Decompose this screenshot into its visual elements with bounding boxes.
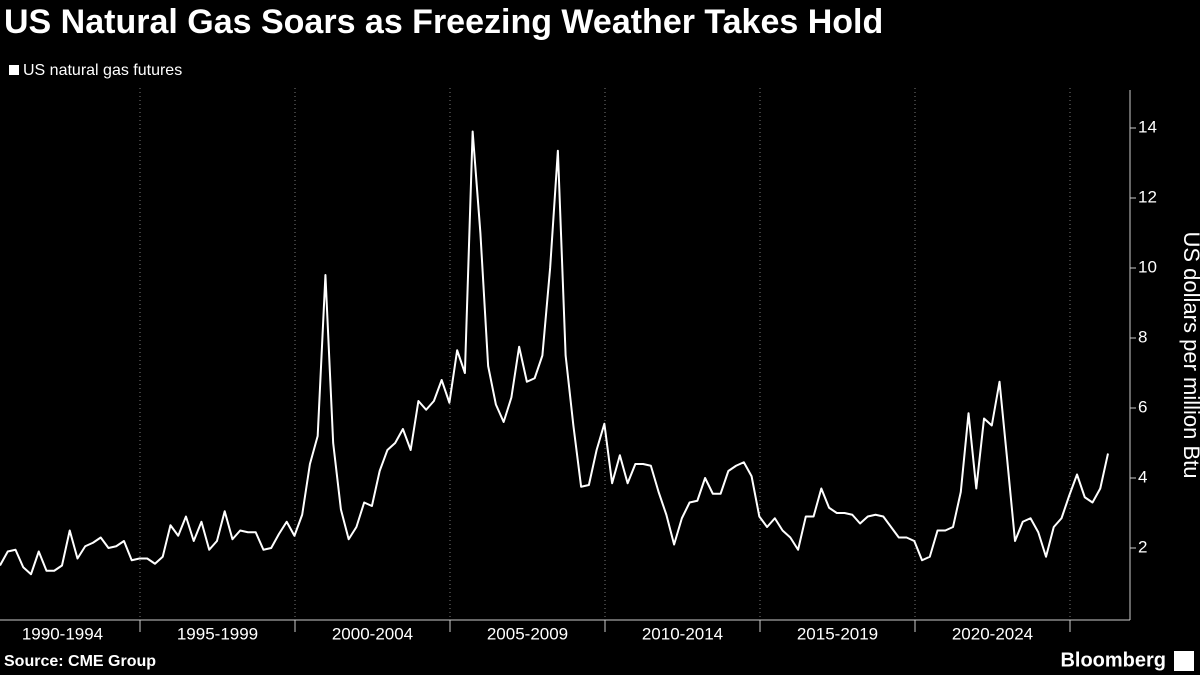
y-tick-label: 8 — [1138, 327, 1147, 346]
legend-label: US natural gas futures — [23, 62, 182, 79]
y-tick-label: 6 — [1138, 397, 1147, 416]
y-tick-label: 12 — [1138, 187, 1157, 206]
x-tick-label: 2010-2014 — [642, 624, 723, 643]
chart-title: US Natural Gas Soars as Freezing Weather… — [4, 3, 883, 41]
x-tick-label: 2005-2009 — [487, 624, 568, 643]
y-axis-label: US dollars per million Btu — [1179, 232, 1200, 479]
legend-swatch — [9, 65, 19, 75]
x-tick-label: 2020-2024 — [952, 624, 1033, 643]
x-tick-label: 1990-1994 — [22, 624, 103, 643]
source: Source: CME Group — [4, 653, 156, 670]
brand: Bloomberg — [1060, 649, 1166, 671]
y-tick-label: 14 — [1138, 117, 1157, 136]
y-tick-label: 2 — [1138, 537, 1147, 556]
x-tick-label: 2000-2004 — [332, 624, 413, 643]
x-tick-label: 1995-1999 — [177, 624, 258, 643]
line — [0, 130, 1109, 576]
x-tick-label: 2015-2019 — [797, 624, 878, 643]
y-tick-label: 10 — [1138, 257, 1157, 276]
brand-icon — [1174, 651, 1194, 671]
y-tick-label: 4 — [1138, 467, 1147, 486]
